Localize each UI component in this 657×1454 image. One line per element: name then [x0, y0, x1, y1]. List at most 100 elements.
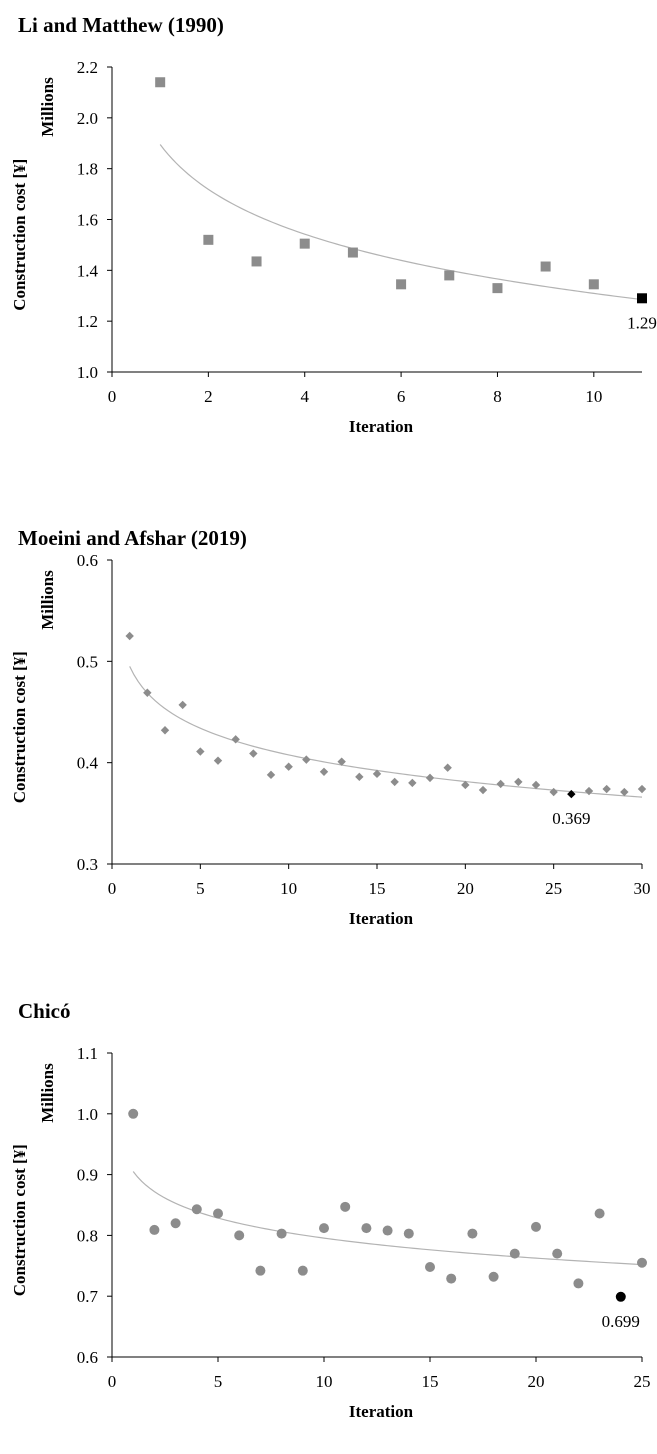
x-axis-title: Iteration [349, 1402, 414, 1421]
y-axis-title: Construction cost [¥] [10, 651, 29, 803]
data-point [203, 234, 214, 245]
x-tick-label: 0 [108, 879, 117, 898]
data-point [620, 787, 629, 797]
y-tick-label: 0.6 [77, 551, 98, 570]
x-tick-label: 10 [585, 387, 602, 406]
y-tick-label: 0.7 [77, 1287, 99, 1306]
x-tick-label: 4 [300, 387, 309, 406]
x-tick-label: 20 [528, 1372, 545, 1391]
highlight-label: 1.29 [627, 313, 657, 332]
x-tick-label: 6 [397, 387, 406, 406]
data-point [149, 1224, 160, 1235]
trendline [159, 144, 643, 301]
y-tick-label: 1.8 [77, 160, 98, 179]
trendline [132, 1171, 643, 1266]
data-point [191, 1204, 202, 1215]
y-tick-label: 1.1 [77, 1044, 98, 1063]
x-tick-label: 5 [214, 1372, 223, 1391]
data-point [284, 762, 293, 771]
plot-area: 0.6 0.7 0.8 0.9 1.0 1.1 0 5 10 15 20 25 0.699 [77, 1044, 651, 1391]
plot-area: 0.3 0.4 0.5 0.6 0 5 10 15 20 25 30 0.369 [77, 551, 651, 898]
trendline [129, 666, 643, 798]
x-tick-label: 20 [457, 879, 474, 898]
data-point [573, 1278, 584, 1289]
data-point [347, 247, 358, 258]
x-tick-label: 8 [493, 387, 502, 406]
plot-area: 1.0 1.2 1.4 1.6 1.8 2.0 2.2 0 2 4 6 8 10 1.29 [77, 58, 657, 406]
data-point [143, 688, 152, 697]
y-tick-label: 0.8 [77, 1226, 98, 1245]
x-axis-title: Iteration [349, 417, 414, 436]
highlight-label: 0.699 [602, 1312, 640, 1331]
data-point [319, 1223, 329, 1234]
y-axis-title: Construction cost [¥] [10, 1144, 29, 1296]
x-tick-label: 25 [545, 879, 562, 898]
data-point [588, 279, 599, 290]
x-tick-label: 2 [204, 387, 213, 406]
unit-label: Millions [38, 77, 57, 137]
data-point [361, 1223, 372, 1234]
data-point [266, 770, 276, 780]
data-point [276, 1228, 287, 1239]
data-point [594, 1208, 605, 1219]
data-point [178, 700, 187, 710]
data-point [478, 785, 488, 795]
data-point [446, 1273, 457, 1284]
x-tick-label: 25 [634, 1372, 651, 1391]
x-tick-label: 15 [369, 879, 386, 898]
data-point [196, 747, 205, 756]
data-point [425, 1262, 435, 1273]
data-point [302, 755, 311, 764]
data-point [637, 1257, 647, 1268]
x-tick-label: 10 [280, 879, 297, 898]
data-point [249, 749, 258, 758]
data-point [467, 1228, 478, 1239]
x-tick-label: 30 [634, 879, 651, 898]
data-point [540, 261, 551, 272]
data-point [125, 631, 134, 641]
data-point [299, 238, 310, 249]
x-axis-title: Iteration [349, 909, 414, 928]
data-point [251, 256, 262, 267]
y-tick-label: 1.4 [77, 261, 99, 280]
data-point [337, 757, 346, 766]
y-tick-label: 0.9 [77, 1166, 98, 1185]
data-point [319, 767, 329, 776]
data-point [155, 77, 166, 88]
data-point [355, 772, 364, 782]
data-point [340, 1201, 351, 1212]
data-point [396, 279, 407, 290]
data-point [531, 780, 541, 790]
data-point [170, 1218, 181, 1229]
data-point [461, 780, 470, 790]
data-point [552, 1248, 563, 1259]
highlight-point [615, 1291, 626, 1302]
data-point [372, 769, 382, 779]
chart-title: Chicó [18, 999, 71, 1023]
data-point [408, 778, 417, 788]
data-point [602, 784, 611, 794]
y-tick-label: 0.4 [77, 754, 99, 773]
data-point [637, 784, 647, 794]
x-tick-label: 15 [422, 1372, 439, 1391]
data-point [231, 735, 240, 744]
y-axis-title: Construction cost [¥] [10, 159, 29, 311]
data-point [496, 779, 505, 789]
data-point [128, 1108, 139, 1119]
y-tick-label: 1.2 [77, 312, 98, 331]
data-point [297, 1265, 308, 1276]
data-point [160, 726, 170, 735]
data-point [390, 777, 399, 787]
x-tick-label: 5 [196, 879, 205, 898]
y-tick-label: 1.0 [77, 363, 98, 382]
chart-panel: Chicó Millions Construction cost [¥] Ite… [10, 999, 651, 1421]
highlight-label: 0.369 [552, 809, 590, 828]
data-point [509, 1248, 520, 1259]
unit-label: Millions [38, 570, 57, 630]
data-point [549, 787, 558, 797]
x-tick-label: 10 [316, 1372, 333, 1391]
y-tick-label: 1.0 [77, 1105, 98, 1124]
data-point [514, 777, 523, 787]
data-point [234, 1230, 245, 1241]
